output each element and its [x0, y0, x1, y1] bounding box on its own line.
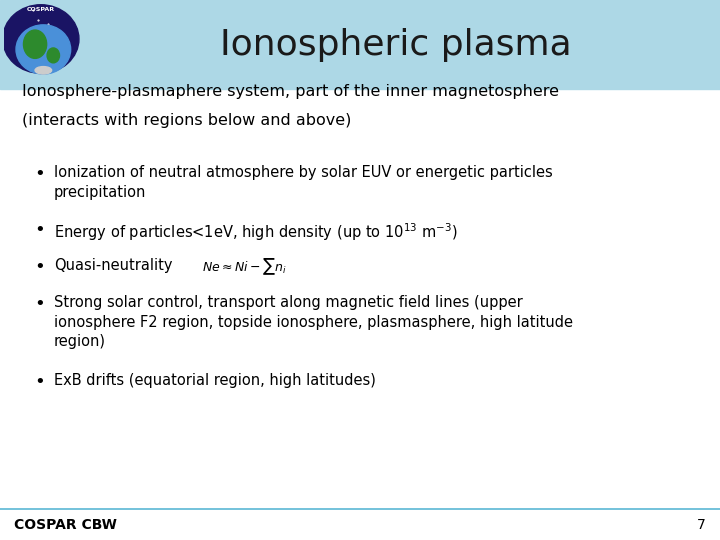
Ellipse shape	[24, 30, 47, 58]
Text: Quasi-neutrality: Quasi-neutrality	[54, 258, 173, 273]
Text: •: •	[35, 373, 45, 391]
Text: Strong solar control, transport along magnetic field lines (upper
ionosphere F2 : Strong solar control, transport along ma…	[54, 295, 573, 349]
Text: •: •	[35, 295, 45, 313]
Text: ExB drifts (equatorial region, high latitudes): ExB drifts (equatorial region, high lati…	[54, 373, 376, 388]
Circle shape	[3, 5, 79, 73]
Text: Ionospheric plasma: Ionospheric plasma	[220, 28, 572, 62]
Text: •: •	[35, 258, 45, 276]
Text: •: •	[35, 221, 45, 239]
Text: (interacts with regions below and above): (interacts with regions below and above)	[22, 113, 351, 129]
Text: Energy of particles<1eV, high density (up to 10$^{13}$ m$^{-3}$): Energy of particles<1eV, high density (u…	[54, 221, 458, 243]
Text: Ionization of neutral atmosphere by solar EUV or energetic particles
precipitati: Ionization of neutral atmosphere by sola…	[54, 165, 553, 199]
Ellipse shape	[47, 48, 60, 63]
Text: $Ne \approx Ni - \sum n_i$: $Ne \approx Ni - \sum n_i$	[202, 256, 287, 277]
Text: •: •	[35, 165, 45, 183]
Text: Ionosphere-plasmaphere system, part of the inner magnetosphere: Ionosphere-plasmaphere system, part of t…	[22, 84, 559, 99]
Text: 7: 7	[697, 518, 706, 532]
Circle shape	[16, 25, 71, 74]
Text: COSPAR CBW: COSPAR CBW	[14, 518, 117, 532]
Text: COSPAR: COSPAR	[27, 8, 55, 12]
Ellipse shape	[35, 66, 52, 74]
Bar	[0, 0, 720, 89]
